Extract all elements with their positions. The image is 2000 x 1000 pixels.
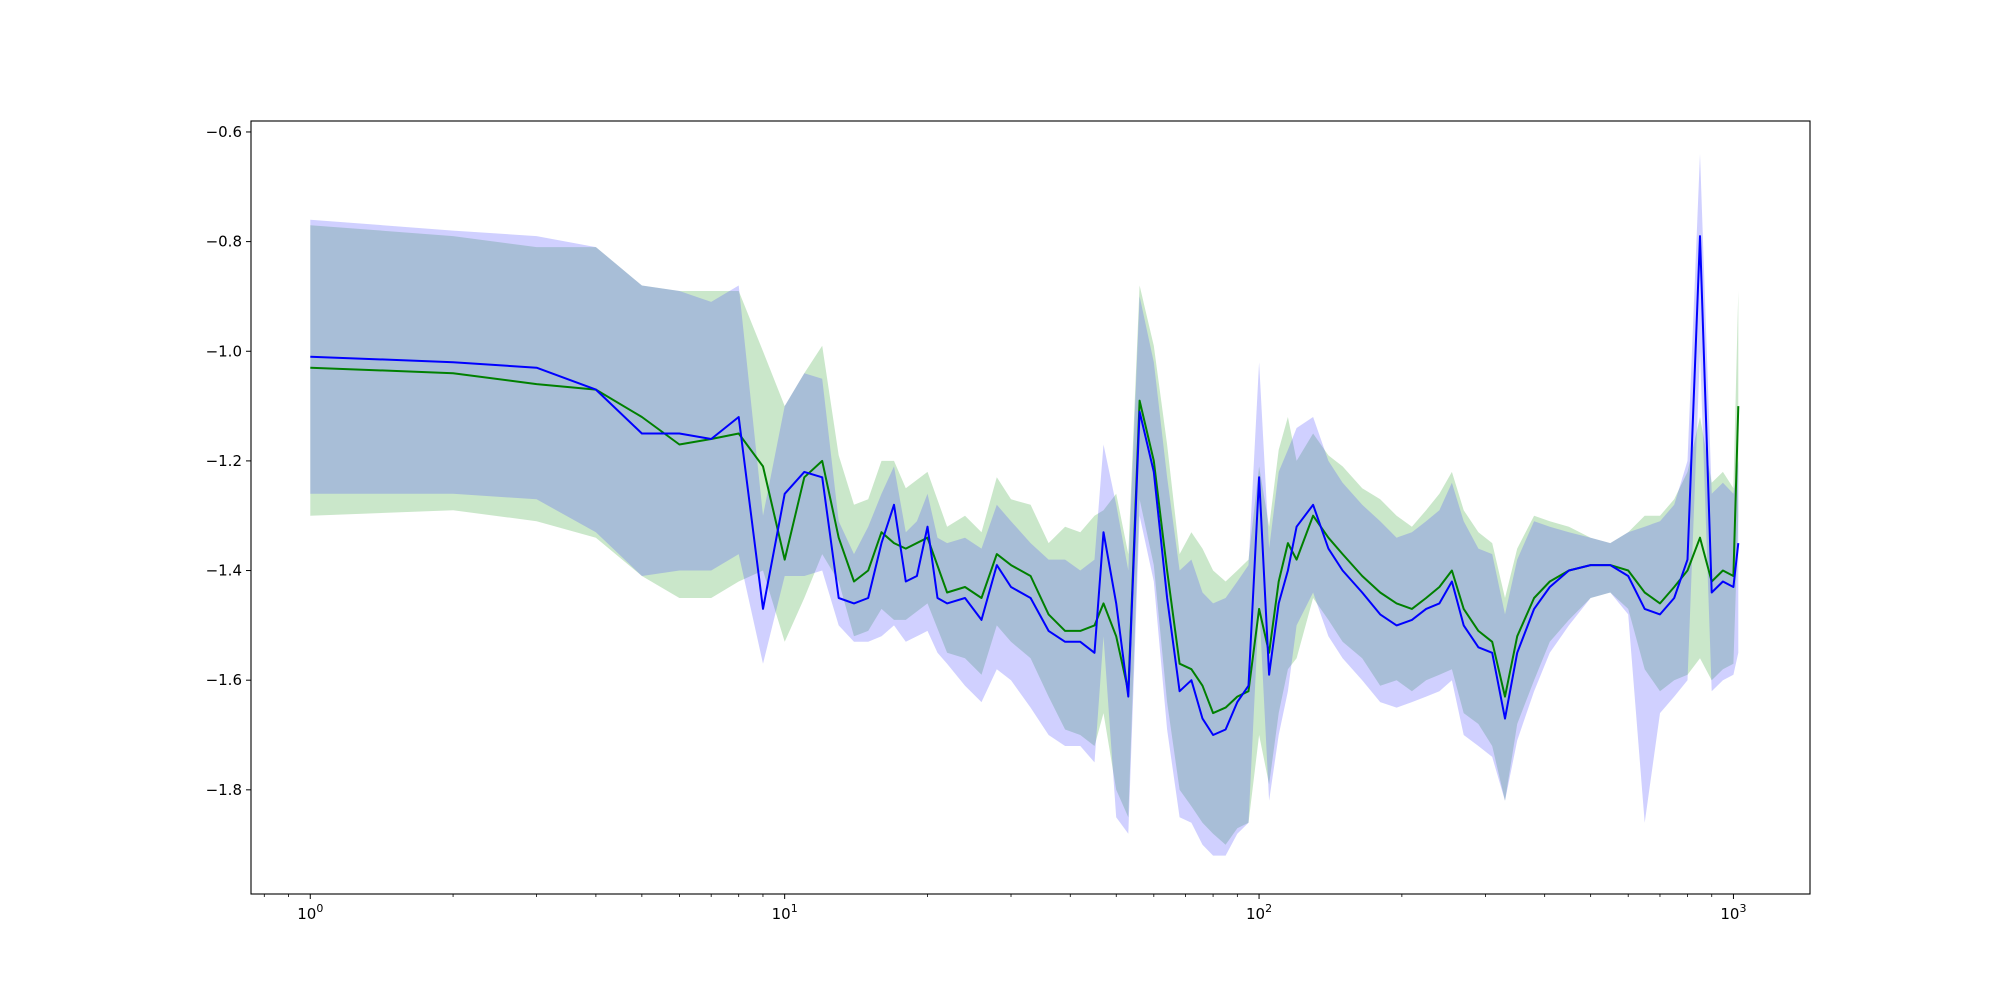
y-tick-label: −1.8 [206,781,242,799]
x-tick-label: 103 [1720,902,1746,923]
axes-frame [250,120,1811,895]
y-tick-label: −1.2 [206,452,242,470]
y-tick-label: −1.0 [206,342,242,360]
plot-area [310,153,1740,856]
y-tick-label: −0.8 [206,233,242,251]
x-axis: 100 101 102 103 [263,894,1746,923]
y-tick-label: −0.6 [206,123,242,141]
x-tick-label: 101 [772,902,798,923]
y-axis: −0.6 −0.8 −1.0 −1.2 −1.4 −1.6 −1.8 [206,123,251,799]
y-tick-label: −1.4 [206,562,242,580]
confidence-band-2 [310,153,1739,856]
series-lines [310,235,1740,736]
y-tick-label: −1.6 [206,671,242,689]
x-tick-label: 102 [1246,902,1272,923]
confidence-bands [310,153,1739,856]
series-line-1 [310,366,1740,715]
x-tick-label: 100 [297,902,323,923]
confidence-band-1 [310,225,1739,845]
series-line-2 [310,235,1740,736]
